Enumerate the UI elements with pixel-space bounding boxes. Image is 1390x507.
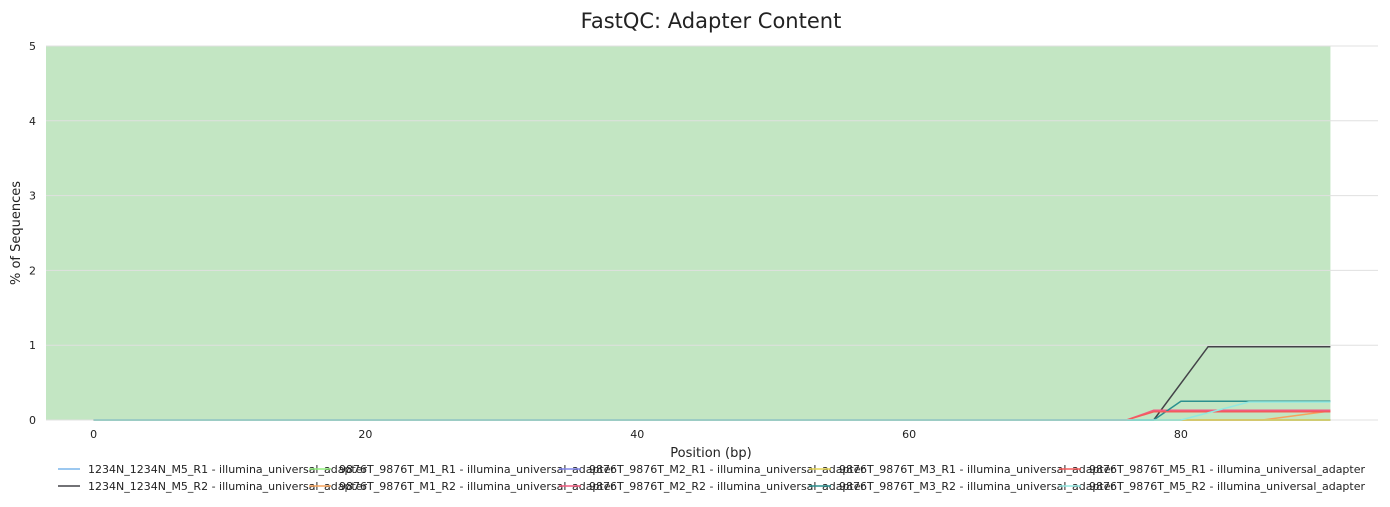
legend-item[interactable]: 9876T_9876T_M2_R1 - illumina_universal_a… [559,463,865,476]
x-tick-label: 40 [630,428,644,441]
legend-label: 1234N_1234N_M5_R2 - illumina_universal_a… [88,480,368,493]
x-tick-label: 0 [90,428,97,441]
legend-item[interactable]: 1234N_1234N_M5_R1 - illumina_universal_a… [58,463,368,476]
legend-label: 9876T_9876T_M3_R2 - illumina_universal_a… [839,480,1115,493]
series-lines [93,345,1331,421]
x-axis-ticks: 0 20 40 60 80 [90,428,1188,441]
legend-label: 1234N_1234N_M5_R1 - illumina_universal_a… [88,463,368,476]
x-tick-label: 20 [358,428,372,441]
legend-item[interactable]: 9876T_9876T_M3_R1 - illumina_universal_a… [809,463,1115,476]
legend-label: 9876T_9876T_M1_R2 - illumina_universal_a… [339,480,615,493]
plot-area [46,46,1331,420]
legend-item[interactable]: 9876T_9876T_M1_R2 - illumina_universal_a… [309,480,615,493]
y-tick-label: 2 [29,264,36,277]
chart-title: FastQC: Adapter Content [581,9,842,33]
legend-item[interactable]: 9876T_9876T_M5_R2 - illumina_universal_a… [1059,480,1365,493]
legend-label: 9876T_9876T_M5_R2 - illumina_universal_a… [1089,480,1365,493]
x-axis-label: Position (bp) [670,446,751,461]
y-tick-label: 4 [29,115,36,128]
legend-label: 9876T_9876T_M1_R1 - illumina_universal_a… [339,463,615,476]
y-tick-label: 3 [29,190,36,203]
x-tick-label: 60 [902,428,916,441]
y-axis-ticks: 0 1 2 3 4 5 [29,40,36,427]
y-axis-label: % of Sequences [9,181,24,285]
legend: 1234N_1234N_M5_R1 - illumina_universal_a… [58,463,1365,493]
pass-band [46,46,1331,420]
legend-item[interactable]: 9876T_9876T_M2_R2 - illumina_universal_a… [559,480,865,493]
legend-label: 9876T_9876T_M2_R1 - illumina_universal_a… [589,463,865,476]
legend-item[interactable]: 1234N_1234N_M5_R2 - illumina_universal_a… [58,480,368,493]
x-tick-label: 80 [1174,428,1188,441]
y-tick-label: 0 [29,414,36,427]
legend-label: 9876T_9876T_M2_R2 - illumina_universal_a… [589,480,865,493]
legend-label: 9876T_9876T_M5_R1 - illumina_universal_a… [1089,463,1365,476]
legend-item[interactable]: 9876T_9876T_M3_R2 - illumina_universal_a… [809,480,1115,493]
series-line-10 [93,401,1331,421]
y-tick-label: 5 [29,40,36,53]
legend-item[interactable]: 9876T_9876T_M1_R1 - illumina_universal_a… [309,463,615,476]
y-tick-label: 1 [29,339,36,352]
legend-item[interactable]: 9876T_9876T_M5_R1 - illumina_universal_a… [1059,463,1365,476]
legend-label: 9876T_9876T_M3_R1 - illumina_universal_a… [839,463,1115,476]
